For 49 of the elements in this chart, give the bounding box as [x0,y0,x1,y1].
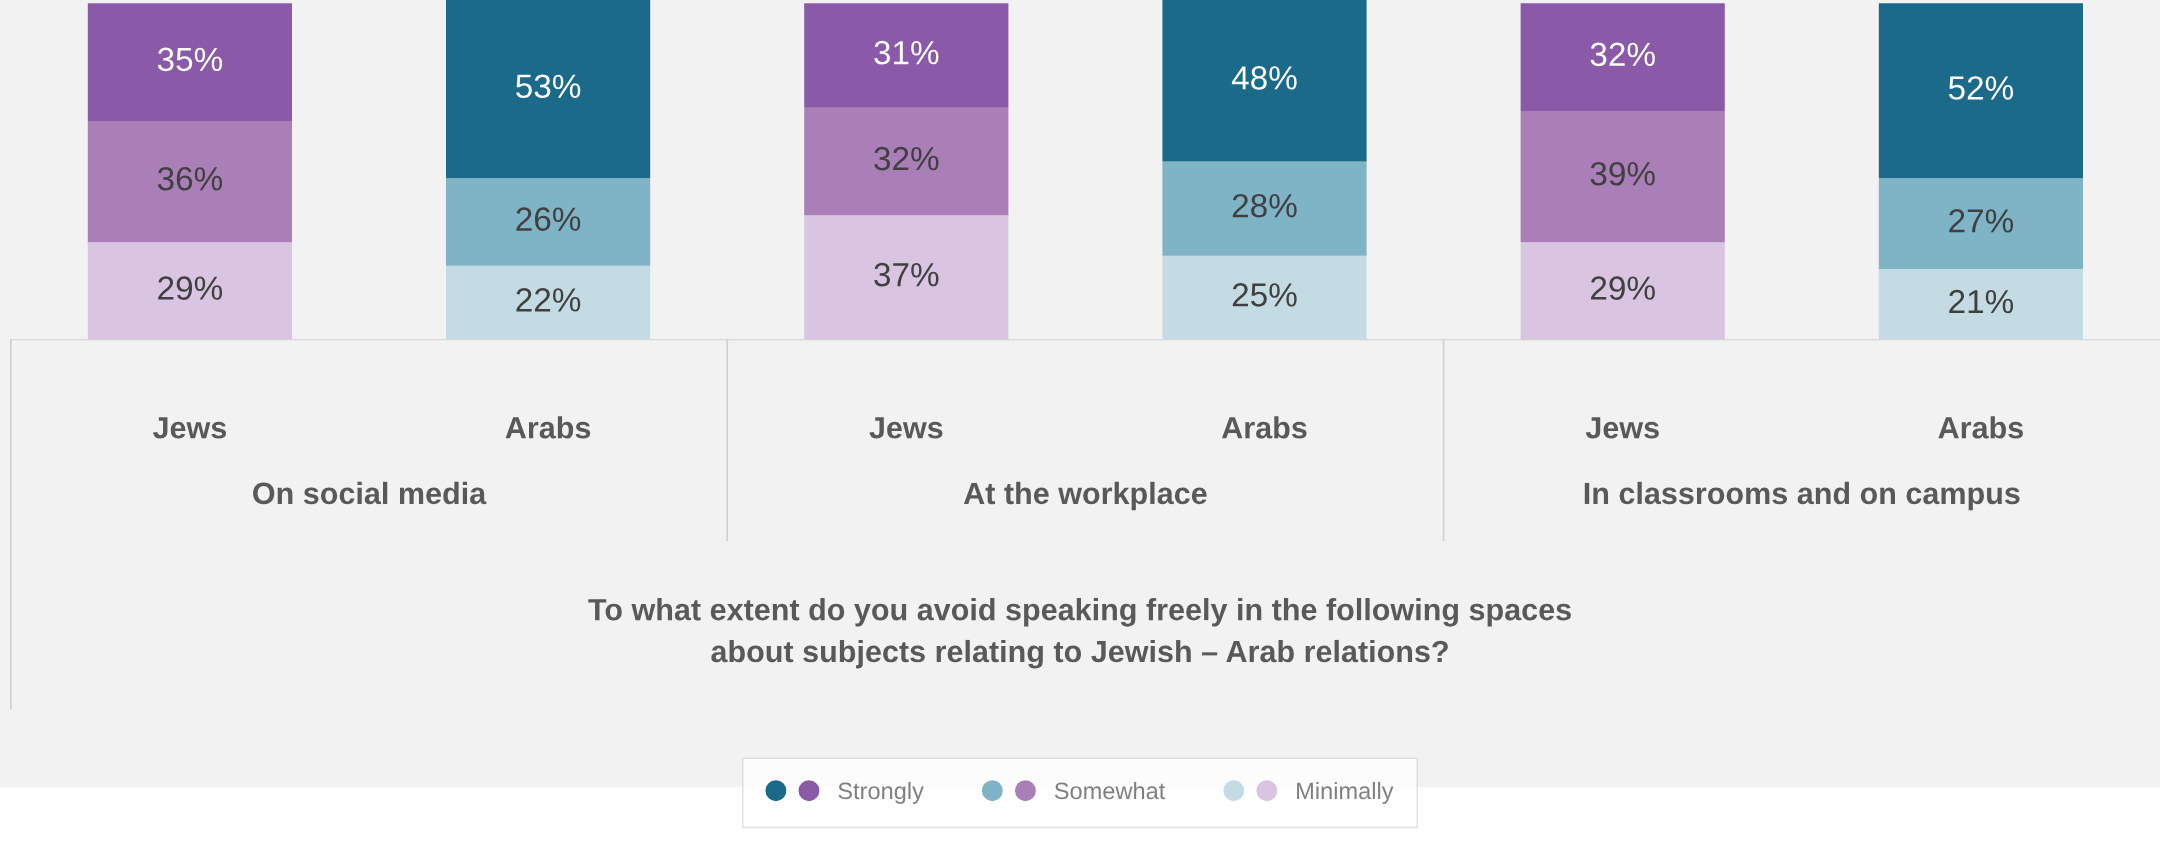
legend-label: Strongly [838,781,924,804]
x-tick-label: Arabs [505,416,591,439]
bar [1162,0,1367,162]
bar [1878,178,2083,270]
bar [446,178,651,266]
data-label: 37% [874,262,939,287]
bar [1520,3,1725,112]
x-tick-label: Jews [152,417,227,439]
data-label: 32% [874,146,939,171]
bar [87,3,292,122]
data-label: 21% [1949,289,2014,314]
legend-label: Minimally [1297,781,1394,804]
bar [1162,161,1367,256]
bar [1520,111,1725,243]
bar [804,3,1009,108]
bar [87,121,292,243]
text: To what extent do you avoid speaking freely in the following spaces about subjects relating to Jewish – Arab relations? [588,598,1571,669]
text: On social media [253,481,487,505]
data-label: 36% [157,167,223,191]
data-label: 22% [516,288,581,312]
legend-label: Somewhat [1054,781,1166,800]
data-label: 28% [1232,193,1297,218]
bar [804,215,1009,340]
bar [1878,3,2083,179]
bar [446,0,651,179]
x-tick-label: Arabs [1221,416,1307,439]
data-label: 35% [157,47,223,72]
data-label: 29% [158,276,223,300]
text: At the workplace [963,481,1207,511]
data-label: 27% [1949,209,2014,233]
x-tick-label: Arabs [1938,416,2023,439]
data-label: 25% [1232,283,1297,307]
x-tick-label: Jews [1585,417,1659,439]
data-label: 39% [1590,161,1655,186]
bar [87,242,292,340]
text: In classrooms and on campus [1584,481,2020,511]
bar [1520,242,1725,340]
data-label: 53% [516,74,581,99]
bar [804,107,1009,216]
data-label: 26% [516,207,581,231]
bar [1878,269,2083,340]
data-label: 48% [1231,66,1297,90]
x-tick-label: Jews [869,417,943,439]
bar [446,265,651,340]
bar [1162,255,1367,340]
data-label: 32% [1590,42,1655,67]
data-label: 31% [874,40,939,65]
data-label: 29% [1591,276,1655,300]
data-label: 52% [1948,76,2014,100]
